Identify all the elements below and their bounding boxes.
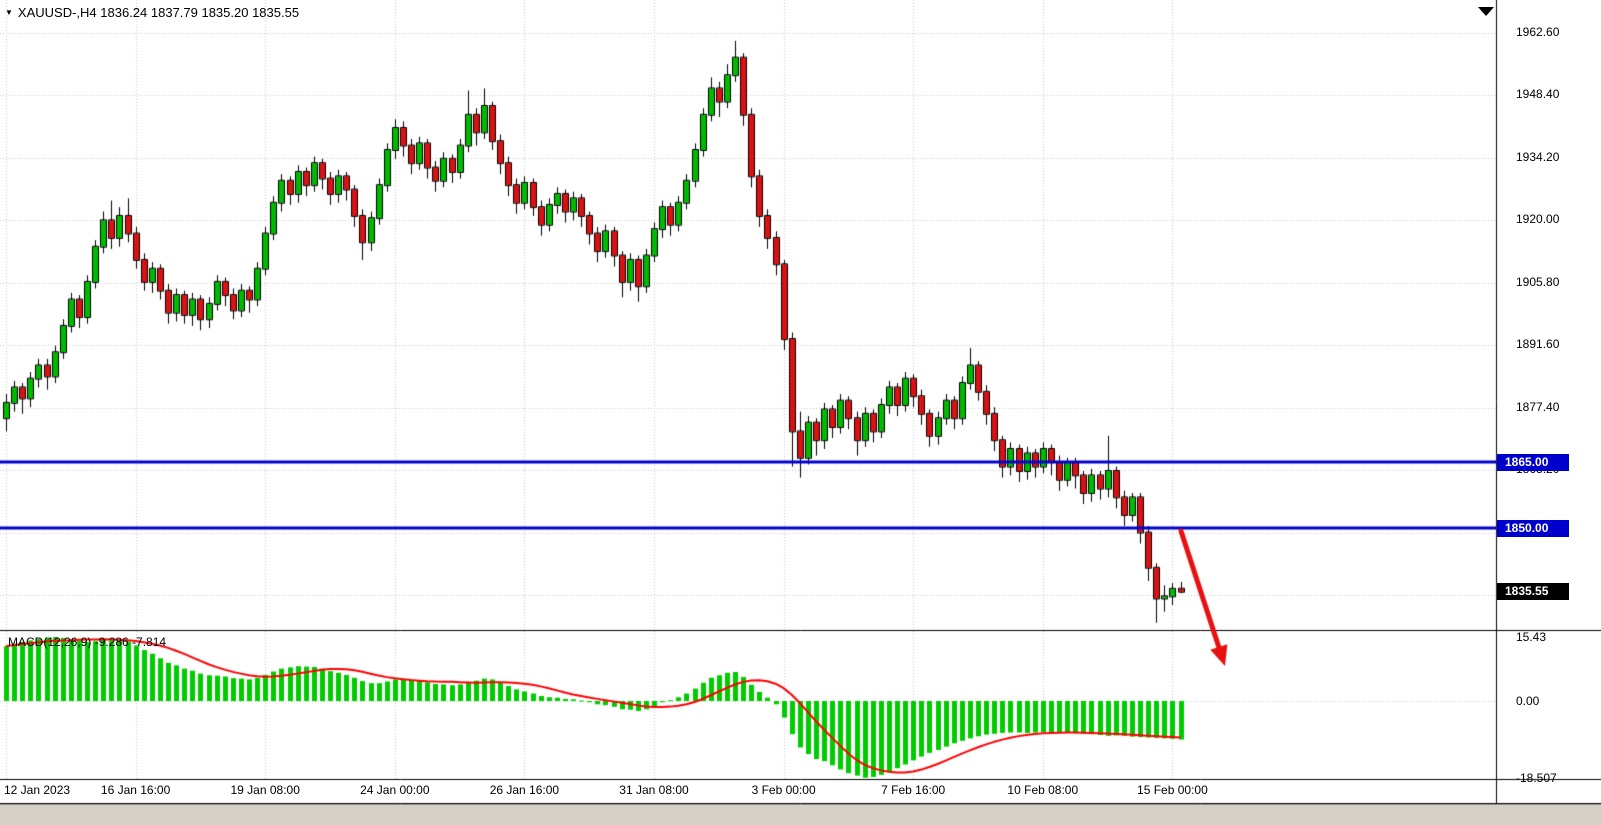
time-axis-label: 19 Jan 08:00: [230, 783, 300, 797]
chart-header: ▼ XAUUSD-,H4 1836.24 1837.79 1835.20 183…: [5, 5, 299, 20]
price-axis[interactable]: 1962.60 1948.40 1934.20 1920.00 1905.80 1891.…: [1497, 0, 1601, 804]
time-axis-label: 3 Feb 00:00: [751, 783, 816, 797]
time-axis-label: 24 Jan 00:00: [360, 783, 430, 797]
symbol-ohlc-label: XAUUSD-,H4 1836.24 1837.79 1835.20 1835.…: [17, 5, 300, 20]
bid-price-tag: 1835.55: [1497, 583, 1569, 601]
price-axis-label: 1891.60: [1516, 337, 1560, 352]
price-axis-label: 1905.80: [1516, 274, 1560, 289]
time-axis-label: 16 Jan 16:00: [100, 783, 171, 797]
macd-indicator-label: MACD(12,26,9) -9.286 -7.814: [8, 635, 167, 649]
hline-1850-price-tag: 1850.00: [1497, 519, 1569, 537]
chart-shift-marker-icon[interactable]: [1478, 7, 1494, 16]
price-axis-label: 1948.40: [1516, 87, 1560, 102]
price-axis-label: 1877.40: [1516, 399, 1560, 414]
hline-1865-price-tag: 1865.00: [1497, 453, 1569, 471]
time-axis-label: 12 Jan 2023: [4, 783, 71, 797]
time-axis-label: 31 Jan 08:00: [619, 783, 689, 797]
time-axis[interactable]: 12 Jan 2023 16 Jan 16:00 19 Jan 08:00 24 Ja…: [0, 780, 1496, 803]
time-axis-label: 26 Jan 16:00: [489, 783, 560, 797]
price-axis-label: 1934.20: [1516, 149, 1560, 164]
macd-axis-label: -18.507: [1516, 770, 1557, 785]
time-axis-label: 7 Feb 16:00: [881, 783, 946, 797]
price-axis-label: 1920.00: [1516, 212, 1560, 227]
macd-axis-label: 15.43: [1516, 629, 1547, 644]
time-axis-label: 10 Feb 08:00: [1007, 783, 1079, 797]
one-click-trading-icon[interactable]: ▼: [5, 7, 13, 17]
horizontal-scrollbar[interactable]: [0, 804, 1601, 825]
time-axis-label: 15 Feb 00:00: [1137, 783, 1208, 797]
price-axis-label: 1962.60: [1516, 25, 1560, 39]
macd-axis-label: 0.00: [1516, 694, 1540, 708]
